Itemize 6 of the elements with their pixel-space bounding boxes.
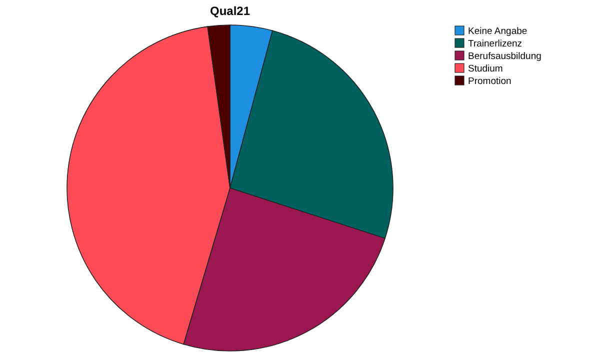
- legend-label: Studium: [468, 64, 503, 74]
- legend-label: Keine Angabe: [468, 26, 528, 37]
- legend-label: Promotion: [468, 76, 512, 87]
- legend-label: Trainerlizenz: [468, 38, 522, 50]
- chart-title: Qual21: [210, 4, 250, 18]
- legend-label: Berufsausbildung: [468, 51, 542, 62]
